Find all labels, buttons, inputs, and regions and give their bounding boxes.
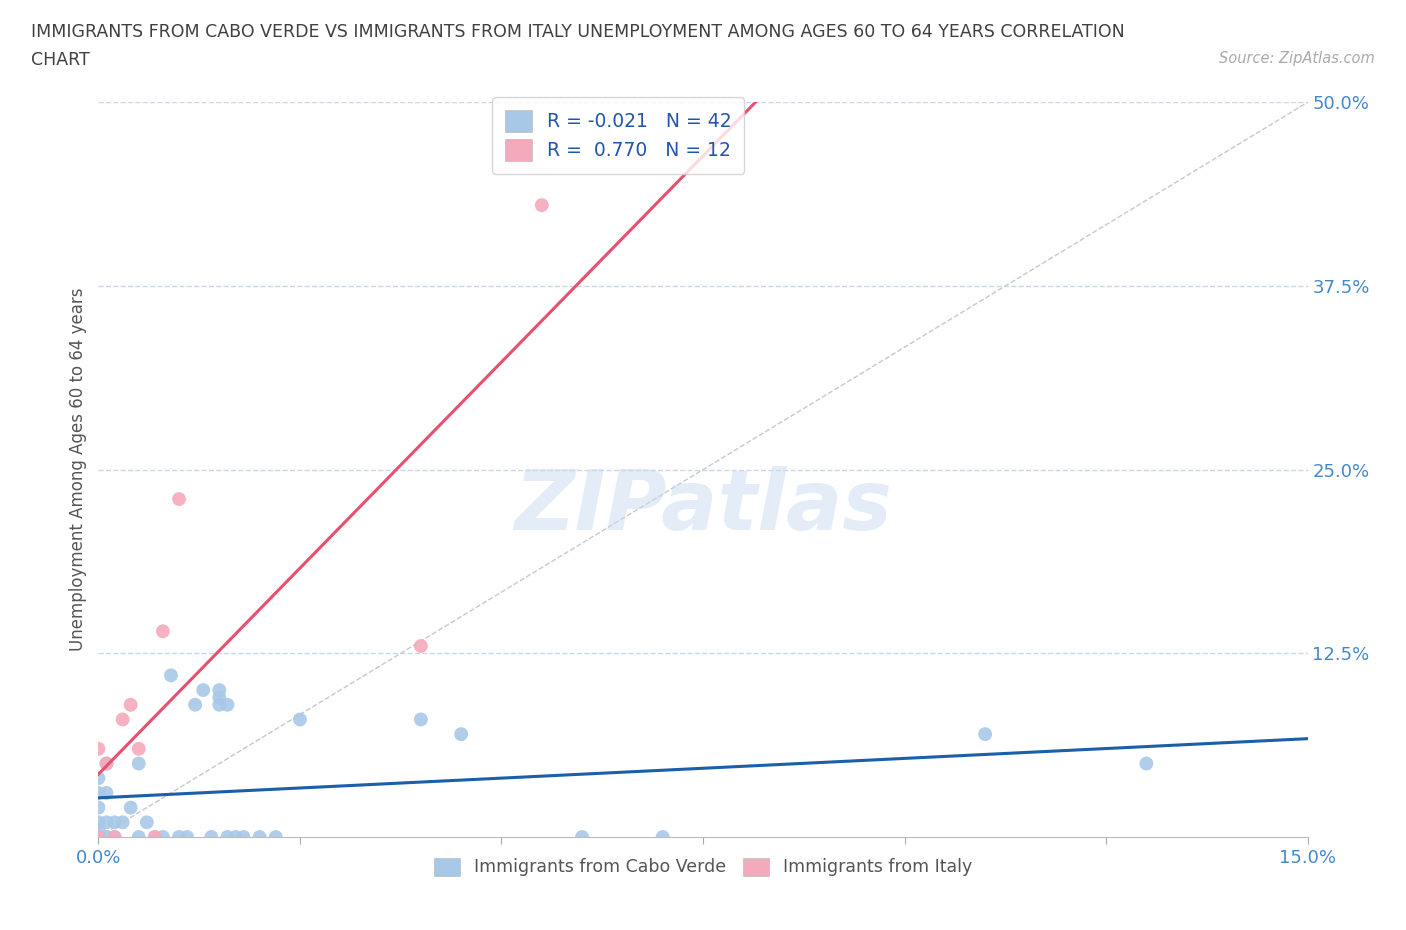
Text: Source: ZipAtlas.com: Source: ZipAtlas.com (1219, 51, 1375, 66)
Point (152, 624, 174, 639)
Point (87, 830, 110, 844)
Point (96, 815, 118, 830)
Point (143, 830, 166, 844)
Point (96, 756, 118, 771)
Point (103, 815, 125, 830)
Y-axis label: Unemployment Among Ages 60 to 64 years: Unemployment Among Ages 60 to 64 years (69, 288, 87, 651)
Point (224, 830, 246, 844)
Point (128, 741, 150, 756)
Point (152, 830, 174, 844)
Text: ZIPatlas: ZIPatlas (515, 466, 891, 547)
Point (103, 830, 125, 844)
Point (87, 800, 110, 815)
Point (264, 830, 287, 844)
Text: IMMIGRANTS FROM CABO VERDE VS IMMIGRANTS FROM ITALY UNEMPLOYMENT AMONG AGES 60 T: IMMIGRANTS FROM CABO VERDE VS IMMIGRANTS… (31, 23, 1125, 41)
Legend: Immigrants from Cabo Verde, Immigrants from Italy: Immigrants from Cabo Verde, Immigrants f… (427, 851, 979, 884)
Point (200, 830, 222, 844)
Point (409, 639, 432, 654)
Point (96, 756, 118, 771)
Point (450, 726, 472, 741)
Point (143, 830, 166, 844)
Point (87, 822, 110, 837)
Point (96, 786, 118, 801)
Point (120, 698, 142, 712)
Point (217, 830, 239, 844)
Point (111, 712, 134, 727)
Point (120, 800, 142, 815)
Point (288, 712, 311, 727)
Text: CHART: CHART (31, 51, 90, 69)
Point (103, 830, 125, 844)
Point (1135, 756, 1157, 771)
Point (87, 830, 110, 844)
Point (208, 683, 231, 698)
Point (249, 830, 271, 844)
Point (193, 683, 215, 698)
Point (409, 712, 432, 727)
Point (208, 698, 231, 712)
Point (87, 771, 110, 786)
Point (135, 815, 157, 830)
Point (128, 830, 150, 844)
Point (87, 786, 110, 801)
Point (167, 830, 190, 844)
Point (87, 741, 110, 756)
Point (160, 668, 183, 683)
Point (87, 830, 110, 844)
Point (232, 830, 254, 844)
Point (128, 756, 150, 771)
Point (974, 726, 997, 741)
Point (167, 492, 190, 507)
Point (96, 830, 118, 844)
Point (530, 198, 553, 213)
Point (184, 698, 207, 712)
Point (571, 830, 593, 844)
Point (111, 815, 134, 830)
Point (176, 830, 198, 844)
Point (87, 815, 110, 830)
Point (208, 690, 231, 705)
Point (651, 830, 673, 844)
Point (217, 698, 239, 712)
